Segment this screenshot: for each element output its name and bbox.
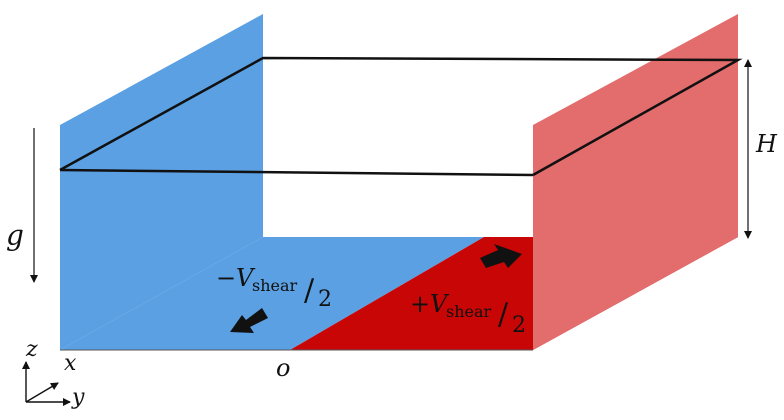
right-wall <box>533 14 738 350</box>
velocity-left-denominator: 2 <box>318 287 332 312</box>
velocity-right-label: + V shear / 2 <box>410 290 526 338</box>
velocity-left-subscript: shear <box>252 276 298 295</box>
velocity-left-arrow <box>230 308 268 333</box>
floor-left-half <box>60 237 484 350</box>
velocity-left-divider: / <box>304 273 315 308</box>
gravity-label: g <box>6 219 24 252</box>
velocity-left-label: − V shear / 2 <box>216 264 332 312</box>
velocity-left-symbol: V <box>236 264 256 292</box>
velocity-right-symbol: V <box>430 290 450 318</box>
velocity-right-arrow <box>480 244 522 268</box>
velocity-right-denominator: 2 <box>512 313 526 338</box>
origin-label: o <box>276 354 290 382</box>
left-wall <box>60 14 263 350</box>
height-label: H <box>755 130 778 158</box>
velocity-right-subscript: shear <box>446 302 492 321</box>
velocity-left-sign: − <box>216 264 236 292</box>
axis-triad: z x y <box>22 337 85 410</box>
box-outline-front <box>59 168 534 177</box>
axis-y-label: y <box>71 385 85 410</box>
axis-x-label: x <box>64 351 77 376</box>
velocity-right-sign: + <box>410 290 430 318</box>
box-outline-back <box>59 56 743 177</box>
axis-x-line <box>25 382 59 403</box>
velocity-right-divider: / <box>498 297 509 332</box>
axis-z-label: z <box>25 337 38 362</box>
